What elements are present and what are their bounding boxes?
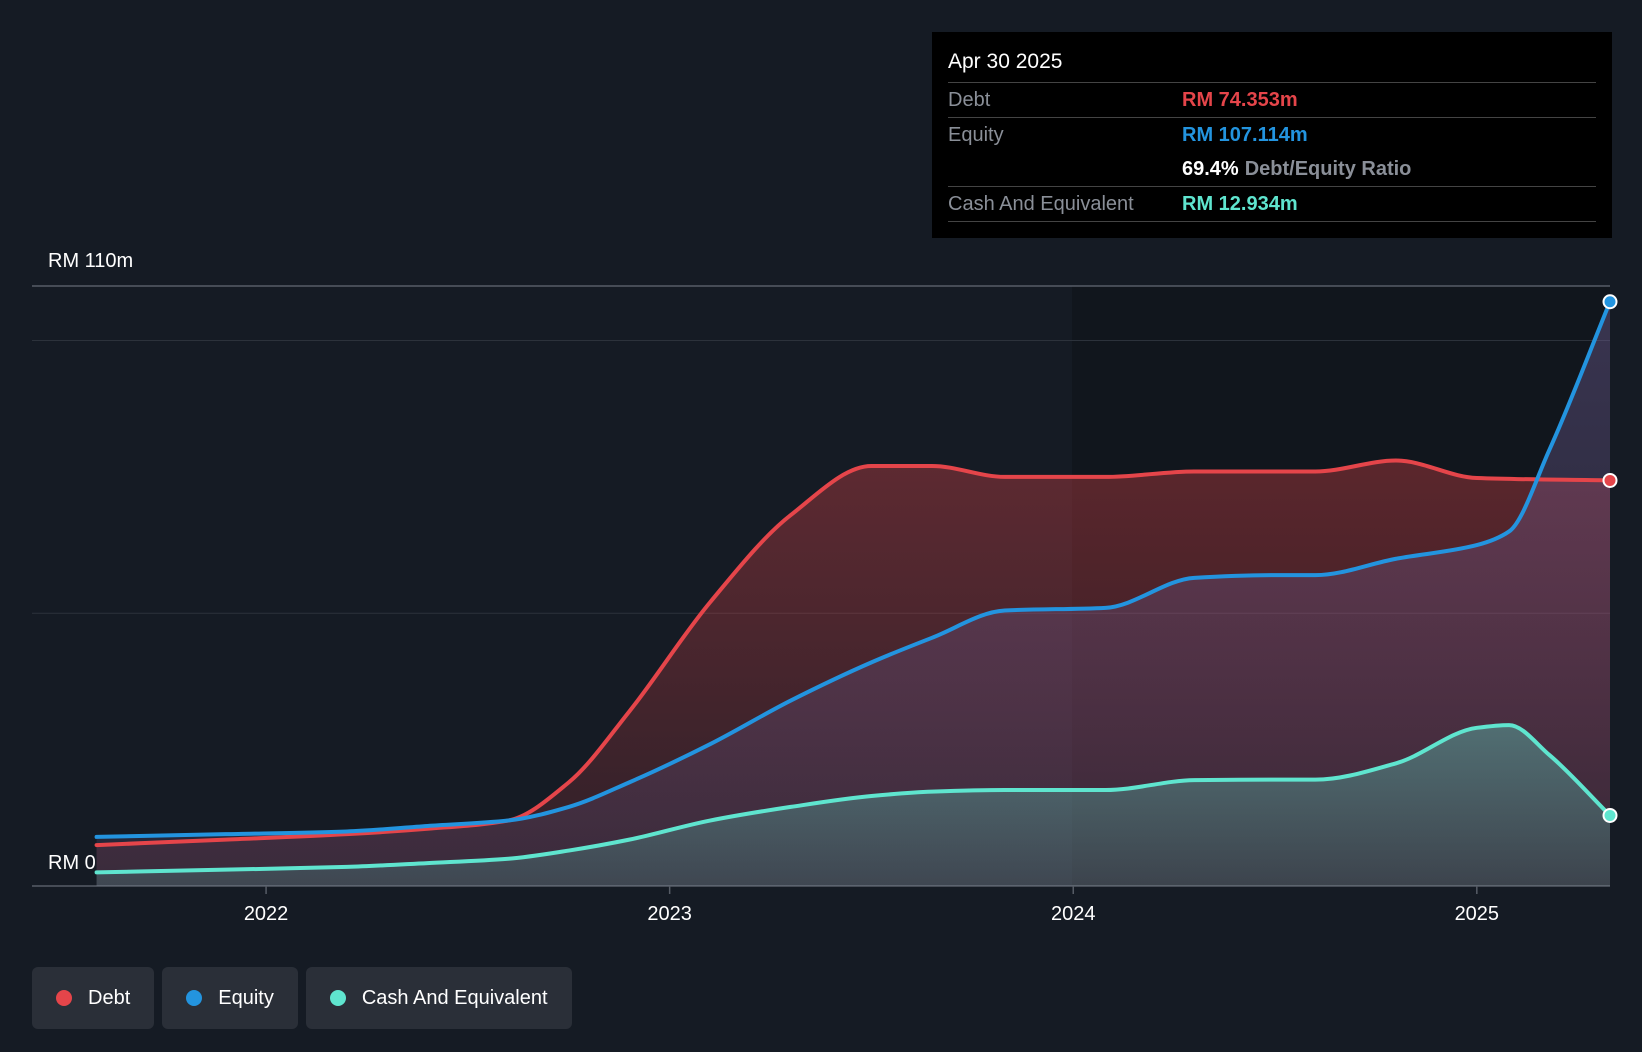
debt-end-point	[1602, 472, 1618, 488]
equity-line	[94, 299, 1612, 839]
legend-equity-label: Equity	[218, 986, 274, 1009]
y-axis-bottom-label: RM 0	[48, 852, 96, 874]
tooltip-date: Apr 30 2025	[948, 46, 1596, 83]
debt-line	[94, 458, 1612, 848]
tooltip-row-equity: Equity RM 107.114m	[948, 118, 1596, 152]
x-tick-label: 2025	[1455, 903, 1500, 925]
legend-cash-label: Cash And Equivalent	[361, 986, 548, 1009]
tooltip-debt-label: Debt	[948, 89, 991, 111]
cash-and-equivalent-area	[96, 725, 1611, 886]
cash-and-equivalent-line	[94, 723, 1612, 875]
tooltip-debt-value: RM 74.353m	[1182, 89, 1298, 111]
legend-item-cash[interactable]: Cash And Equivalent	[305, 967, 572, 1029]
x-tick-label: 2022	[244, 903, 289, 925]
tooltip-equity-value: RM 107.114m	[1182, 124, 1308, 146]
debt-dot-icon	[56, 990, 72, 1006]
tooltip-row-cash: Cash And Equivalent RM 12.934m	[948, 187, 1596, 222]
series-lines	[94, 299, 1612, 875]
legend-item-debt[interactable]: Debt	[32, 967, 155, 1029]
legend: Debt Equity Cash And Equivalent	[32, 967, 572, 1029]
x-axis: 2022 2023 2024 2025	[244, 886, 1499, 925]
series-end-markers	[1602, 294, 1618, 823]
tooltip-row-ratio: 69.4% Debt/Equity Ratio	[948, 152, 1596, 187]
equity-dot-icon	[186, 990, 203, 1006]
x-tick-label: 2024	[1051, 903, 1096, 925]
tooltip-ratio-value: 69.4%	[1182, 158, 1239, 180]
legend-debt-label: Debt	[88, 986, 131, 1009]
cash-and-equivalent-end-point	[1602, 807, 1618, 823]
tooltip-cash-value: RM 12.934m	[1182, 193, 1298, 215]
tooltip-ratio-label: Debt/Equity Ratio	[1244, 158, 1412, 180]
equity-end-point	[1602, 294, 1618, 310]
tooltip-equity-label: Equity	[948, 124, 1004, 146]
tooltip-row-debt: Debt RM 74.353m	[948, 83, 1596, 118]
y-axis-top-label: RM 110m	[48, 250, 134, 272]
tooltip-panel: Apr 30 2025 Debt RM 74.353m Equity RM 10…	[932, 32, 1612, 238]
legend-item-equity[interactable]: Equity	[162, 967, 298, 1029]
tooltip-cash-label: Cash And Equivalent	[948, 193, 1134, 215]
equity-area	[96, 301, 1611, 886]
x-tick-label: 2023	[647, 903, 692, 925]
cash-dot-icon	[329, 990, 346, 1006]
